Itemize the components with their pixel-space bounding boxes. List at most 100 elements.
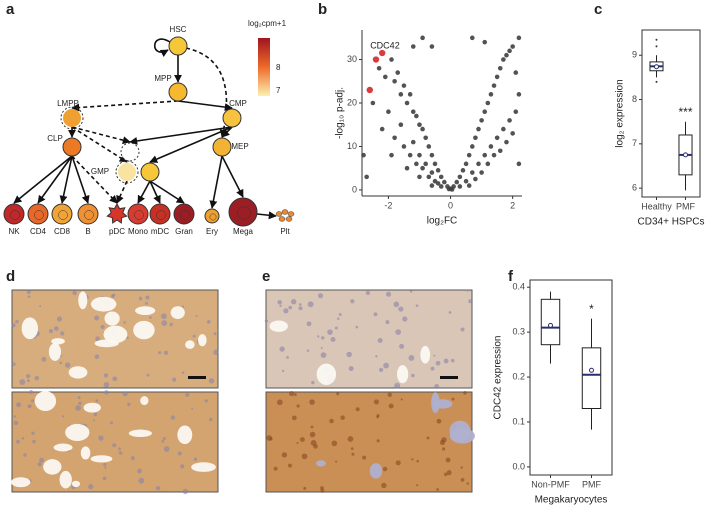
node-label: mDC: [151, 227, 169, 236]
edge: [209, 155, 223, 209]
cell-texture: [287, 463, 292, 468]
vacuole: [90, 296, 117, 312]
cell-texture: [460, 466, 463, 469]
cell-texture: [373, 399, 380, 405]
node-label: NK: [8, 227, 20, 236]
cell-texture: [16, 402, 22, 408]
cell-texture: [26, 379, 30, 383]
edge: [177, 100, 233, 112]
point: [513, 109, 519, 114]
cell-texture: [92, 419, 95, 422]
outlier: [655, 38, 658, 41]
point: [417, 152, 422, 158]
cell-texture: [460, 327, 465, 332]
cell-texture: [376, 439, 380, 443]
node: [173, 203, 195, 225]
cell-texture: [450, 358, 455, 363]
cell-texture: [286, 355, 289, 359]
cell-texture: [409, 290, 413, 293]
cell-texture: [56, 316, 63, 322]
cell-texture: [72, 290, 77, 296]
cell-texture: [355, 325, 359, 329]
cell-texture: [330, 336, 336, 343]
cell-texture: [161, 320, 168, 326]
cell-texture: [95, 399, 99, 403]
vacuole: [80, 446, 91, 460]
vacuole: [21, 317, 39, 340]
y-tick-label: 0.0: [512, 461, 525, 471]
cell-texture: [100, 324, 105, 330]
cell-texture: [118, 447, 121, 451]
cell-texture: [400, 398, 403, 401]
cell-texture: [53, 326, 59, 331]
point: [469, 35, 475, 41]
node-label: Gran: [175, 227, 193, 236]
cell-texture: [213, 349, 219, 355]
cell-texture: [163, 446, 170, 452]
cell-texture: [41, 356, 47, 362]
point: [507, 48, 512, 54]
cell-texture: [445, 457, 451, 463]
node: [278, 216, 286, 222]
cell-texture: [394, 382, 401, 389]
cell-texture: [288, 305, 293, 310]
cell-texture: [104, 390, 109, 395]
cell-texture: [122, 391, 128, 397]
point: [457, 174, 463, 180]
cell-texture: [94, 354, 100, 360]
y-axis-label: CDC42 expression: [493, 336, 504, 420]
vacuole: [269, 320, 288, 332]
node: [222, 108, 242, 128]
panel-label: a: [6, 1, 15, 18]
cell-texture: [39, 457, 44, 463]
cell-texture: [435, 360, 441, 366]
node-nucleus: [237, 206, 251, 220]
node-label: CLP: [47, 134, 63, 143]
cell-texture: [264, 319, 269, 323]
point: [501, 57, 506, 62]
point: [446, 186, 452, 192]
point: [389, 57, 394, 62]
panel-label: f: [508, 268, 514, 285]
point: [429, 152, 435, 158]
cell-texture: [145, 295, 150, 300]
point: [438, 184, 444, 189]
point: [392, 135, 397, 141]
point: [372, 56, 380, 63]
node-label: MEP: [231, 142, 248, 151]
cell-texture: [78, 401, 82, 405]
cell-texture: [335, 460, 338, 463]
cell-texture: [382, 466, 388, 472]
cell-texture: [443, 358, 449, 364]
node-nucleus: [58, 210, 68, 220]
cell-texture: [146, 373, 150, 377]
node-nucleus: [209, 213, 217, 221]
node-label: Ery: [206, 227, 218, 236]
point: [389, 152, 394, 158]
cell-texture: [162, 436, 166, 440]
cell-texture: [298, 303, 302, 306]
edge: [71, 155, 90, 204]
cell-texture: [64, 362, 71, 368]
cell-texture: [213, 332, 217, 336]
cell-texture: [434, 383, 440, 389]
cell-texture: [112, 376, 118, 382]
point: [476, 161, 481, 167]
cell-texture: [398, 306, 404, 312]
vacuole: [140, 396, 149, 406]
node: [287, 211, 295, 217]
point: [435, 168, 441, 173]
point: [494, 74, 500, 80]
y-tick-label: 20: [347, 97, 357, 107]
vacuole: [51, 338, 65, 345]
node-label: Mega: [233, 227, 254, 236]
point: [479, 170, 484, 175]
node-nucleus: [34, 210, 44, 220]
cell-texture: [416, 484, 419, 487]
vacuole: [104, 311, 120, 326]
point: [457, 184, 463, 189]
vacuole: [71, 480, 81, 488]
cell-texture: [466, 482, 469, 485]
cell-texture: [32, 439, 36, 444]
cell-texture: [383, 362, 389, 369]
